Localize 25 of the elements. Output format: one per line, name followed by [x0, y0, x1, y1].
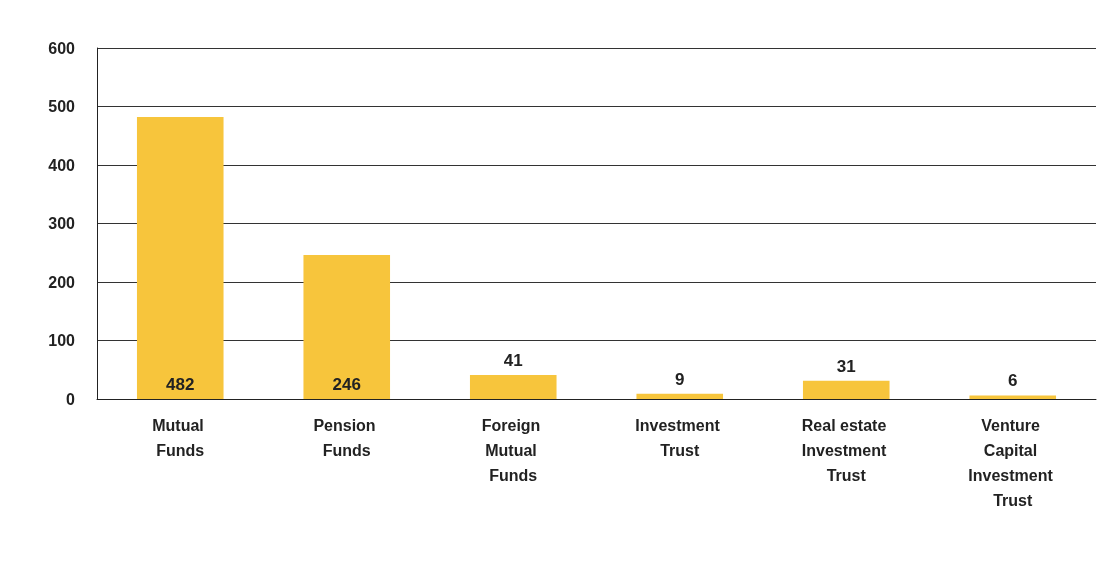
- y-tick-label: 200: [48, 273, 76, 291]
- bar: [303, 255, 391, 399]
- y-tick-label: 300: [48, 215, 76, 232]
- y-tick-label: 500: [48, 98, 76, 115]
- x-tick-label: Mutual Funds: [152, 417, 209, 459]
- data-label: 482: [166, 375, 195, 394]
- bar: [136, 117, 224, 399]
- bar: [636, 393, 724, 399]
- bar: [469, 375, 557, 399]
- x-tick-label: Real estate Investment Trust: [801, 417, 891, 484]
- x-tick-label: Venture Capital Investment Trust: [968, 417, 1058, 509]
- bar: [969, 395, 1057, 399]
- bar: [802, 380, 890, 399]
- data-label: 9: [675, 369, 685, 389]
- data-label: 246: [332, 375, 361, 394]
- x-tick-label: Foreign Mutual Funds: [481, 417, 545, 484]
- data-label: 41: [503, 351, 523, 371]
- data-label: 6: [1008, 371, 1018, 391]
- x-tick-label: Pension Funds: [313, 417, 381, 459]
- y-tick-label: 400: [48, 156, 76, 174]
- y-tick-label: 0: [66, 390, 76, 408]
- x-tick-label: Investment Trust: [635, 417, 725, 459]
- y-tick-label: 600: [48, 39, 76, 57]
- y-tick-label: 100: [48, 332, 76, 349]
- data-label: 31: [836, 356, 856, 376]
